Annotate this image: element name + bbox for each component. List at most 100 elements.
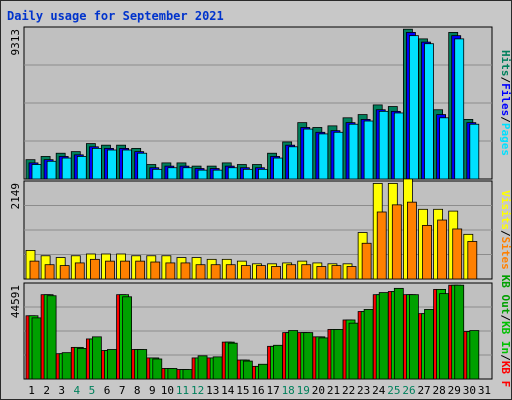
top-panel-bar-pages-day7 <box>122 149 132 180</box>
top-panel-bar-pages-day23 <box>363 120 374 180</box>
bottom-panel-bar-kb-out-day29 <box>454 284 465 380</box>
middle-panel-bar-sites-day17 <box>271 266 281 280</box>
x-tick-label-day-7: 7 <box>119 384 126 397</box>
top-panel-bar-pages-day10 <box>167 167 178 180</box>
top-panel-bar-pages-day26 <box>409 35 419 180</box>
middle-panel-bar-sites-day8 <box>135 260 146 280</box>
middle-panel-bar-sites-day27 <box>422 224 432 280</box>
x-tick-label-day-22: 22 <box>342 384 355 397</box>
bottom-panel-bar-kb-out-day13 <box>212 356 223 380</box>
bottom-panel-legend: KB Out/KB In/KB F <box>499 275 511 388</box>
top-panel-bar-pages-day22 <box>348 123 359 180</box>
middle-panel-bar-sites-day22 <box>346 266 357 280</box>
top-panel-bar-pages-day6 <box>107 149 117 180</box>
x-tick-label-day-16: 16 <box>251 384 264 397</box>
middle-panel-bar-sites-day28 <box>437 219 448 280</box>
middle-panel-bar-sites-day11 <box>180 262 191 280</box>
bottom-panel-bar-kb-out-day10 <box>167 368 178 380</box>
chart-title: Daily usage for September 2021 <box>7 9 224 23</box>
x-tick-label-day-2: 2 <box>43 384 50 397</box>
legend-entry: KB In <box>499 321 511 354</box>
x-tick-label-day-14: 14 <box>221 384 235 397</box>
top-panel-bar-pages-day3 <box>61 157 72 180</box>
top-panel-bar-pages-day16 <box>258 168 268 180</box>
x-tick-label-day-11: 11 <box>176 384 189 397</box>
middle-panel-bar-sites-day26 <box>407 201 417 280</box>
middle-panel-bar-sites-day10 <box>165 262 176 280</box>
bottom-panel-bar-kb-out-day3 <box>61 352 72 380</box>
x-tick-label-day-18: 18 <box>282 384 295 397</box>
bottom-panel-bar-kb-out-day24 <box>378 292 389 380</box>
x-tick-label-day-8: 8 <box>134 384 141 397</box>
top-panel-bar-pages-day19 <box>303 128 314 180</box>
top-panel-bar-pages-day11 <box>182 167 193 180</box>
top-panel-bar-pages-day1 <box>31 164 42 180</box>
legend-entry: KB Out <box>499 275 511 315</box>
legend-entry: Pages <box>499 123 511 156</box>
bottom-panel-bar-kb-out-day4 <box>76 348 87 380</box>
middle-panel-bar-sites-day3 <box>59 265 70 280</box>
bottom-panel-bar-kb-out-day21 <box>333 329 344 380</box>
middle-panel-bar-sites-day16 <box>256 265 266 280</box>
middle-panel-bar-sites-day19 <box>301 264 312 280</box>
bottom-panel-bar-kb-out-day22 <box>348 322 359 380</box>
bottom-panel-bar-kb-out-day7 <box>122 296 132 380</box>
bottom-panel-bar-kb-out-day5 <box>91 336 102 380</box>
bottom-panel-bar-kb-out-day14 <box>227 342 238 380</box>
x-tick-label-day-25: 25 <box>387 384 400 397</box>
bottom-panel-bar-kb-out-day19 <box>303 332 314 380</box>
top-panel-bar-pages-day15 <box>242 168 253 180</box>
middle-panel-bar-sites-day5 <box>89 258 100 280</box>
legend-entry: Visits <box>499 190 511 230</box>
top-panel-bar-pages-day17 <box>273 157 283 180</box>
bottom-panel-bar-kb-out-day27 <box>424 309 434 380</box>
middle-panel-bar-sites-day25 <box>391 204 402 280</box>
x-tick-label-day-26: 26 <box>402 384 415 397</box>
x-tick-label-day-31: 31 <box>478 384 491 397</box>
bottom-panel-bar-kb-out-day25 <box>393 287 404 380</box>
bottom-panel-bar-kb-out-day23 <box>363 309 374 380</box>
top-panel-bar-pages-day12 <box>197 169 208 180</box>
bottom-panel-bar-kb-out-day30 <box>469 330 480 380</box>
middle-panel-bar-sites-day15 <box>240 265 251 280</box>
middle-panel-bar-sites-day24 <box>376 211 387 280</box>
bottom-panel-bar-kb-out-day17 <box>273 344 283 380</box>
top-panel-bar-pages-day18 <box>288 146 299 180</box>
legend-entry: / <box>499 230 511 237</box>
x-tick-label-day-12: 12 <box>191 384 204 397</box>
top-panel-bar-pages-day4 <box>76 156 87 180</box>
x-tick-label-day-4: 4 <box>74 384 81 397</box>
x-tick-label-day-30: 30 <box>463 384 476 397</box>
x-tick-label-day-21: 21 <box>327 384 340 397</box>
top-panel-bar-pages-day9 <box>152 168 163 180</box>
top-panel-bar-pages-day20 <box>318 133 329 180</box>
top-panel-bar-pages-day24 <box>378 110 389 180</box>
legend-entry: / <box>499 77 511 84</box>
middle-panel-bar-sites-day21 <box>331 265 342 280</box>
bottom-panel-bar-kb-out-day9 <box>152 358 163 380</box>
bottom-panel-bar-kb-out-day8 <box>137 349 148 380</box>
x-tick-label-day-29: 29 <box>448 384 461 397</box>
middle-panel-bar-sites-day1 <box>29 260 40 280</box>
x-tick-label-day-13: 13 <box>206 384 219 397</box>
middle-panel-bar-sites-day4 <box>74 262 85 280</box>
bottom-panel-bar-kb-out-day6 <box>107 349 117 380</box>
middle-panel-bar-sites-day7 <box>120 260 130 280</box>
middle-panel-bar-sites-day6 <box>105 260 115 280</box>
x-tick-label-day-23: 23 <box>357 384 370 397</box>
top-panel-ymax-label: 9313 <box>9 29 22 56</box>
x-tick-label-day-24: 24 <box>372 384 386 397</box>
middle-panel-bar-sites-day20 <box>316 266 327 280</box>
top-panel-legend: Hits/Files/Pages <box>499 50 511 156</box>
legend-entry: / <box>499 116 511 123</box>
bottom-panel-bar-kb-out-day28 <box>439 293 450 380</box>
legend-entry: Hits <box>499 50 511 77</box>
bottom-panel-bar-kb-out-day16 <box>258 363 268 380</box>
bottom-panel-bar-kb-out-day11 <box>182 369 193 380</box>
top-panel-bar-pages-day2 <box>46 160 57 180</box>
legend-entry: / <box>499 354 511 361</box>
bottom-panel-bar-kb-out-day20 <box>318 337 329 380</box>
x-tick-label-day-17: 17 <box>266 384 279 397</box>
x-tick-label-day-5: 5 <box>89 384 96 397</box>
